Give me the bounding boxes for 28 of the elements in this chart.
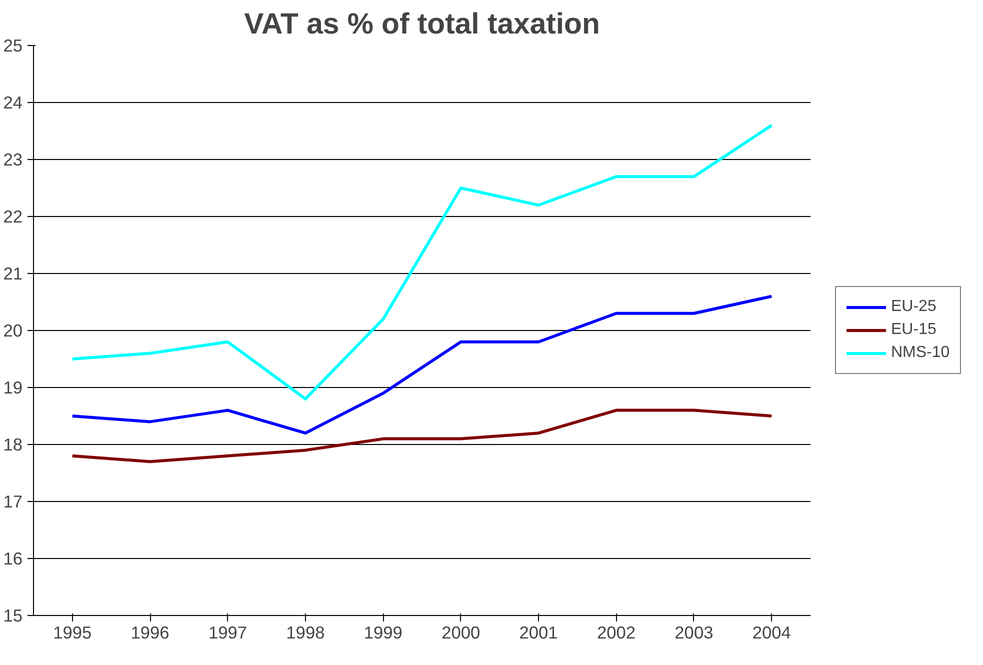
y-tick-label: 20	[3, 320, 23, 340]
x-tick-label: 1999	[364, 622, 402, 642]
y-tick-label: 22	[3, 206, 23, 226]
line-series	[70, 294, 774, 435]
y-tick-label: 24	[3, 92, 23, 112]
y-tick-label: 19	[3, 378, 23, 398]
y-tick-label: 23	[3, 150, 23, 170]
x-tick-label: 2002	[596, 622, 636, 642]
x-tick-label: 1998	[286, 622, 325, 642]
y-tick-label: 25	[3, 36, 23, 56]
legend-label: EU-25	[891, 298, 936, 316]
x-tick-label: 2003	[674, 622, 714, 642]
x-tick-label: 2000	[442, 622, 480, 642]
chart-title: VAT as % of total taxation	[244, 8, 600, 40]
y-tick-label: 21	[3, 264, 23, 284]
y-tick-label: 17	[3, 492, 23, 512]
y-tick-label: 15	[3, 606, 23, 626]
legend-label: NMS-10	[891, 344, 950, 362]
x-tick-label: 2004	[752, 622, 792, 642]
x-tick-label: 1997	[208, 622, 248, 642]
line-series	[70, 124, 774, 400]
x-tick-label: 2001	[519, 622, 558, 642]
y-tick-label: 18	[3, 434, 23, 454]
x-tick-label: 1996	[130, 622, 170, 642]
y-tick-label: 16	[3, 548, 23, 568]
x-tick-label: 1995	[53, 622, 92, 642]
legend-label: EU-15	[891, 321, 936, 339]
line-series	[70, 408, 774, 464]
